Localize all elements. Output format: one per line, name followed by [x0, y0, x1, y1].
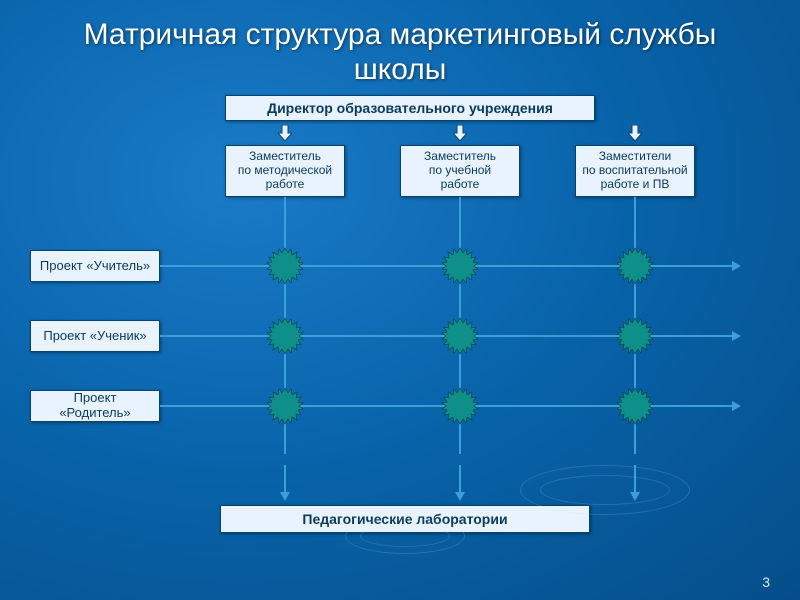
star-node-icon: [440, 316, 480, 356]
ripple-decoration: [540, 475, 670, 505]
deputy-study-box: Заместитель по учебной работе: [400, 145, 520, 197]
grid-line: [284, 465, 286, 492]
star-node-icon: [440, 246, 480, 286]
arrow-icon: [628, 125, 642, 141]
page-number: 3: [762, 574, 770, 590]
director-box: Директор образовательного учреждения: [225, 95, 595, 121]
deputy-method-box: Заместитель по методической работе: [225, 145, 345, 197]
slide-title: Матричная структура маркетинговый службы…: [0, 0, 800, 95]
project-student-box: Проект «Ученик»: [30, 320, 160, 352]
arrow-icon: [453, 125, 467, 141]
star-node-icon: [615, 246, 655, 286]
arrowhead-icon: [732, 261, 741, 271]
star-node-icon: [265, 386, 305, 426]
star-node-icon: [615, 316, 655, 356]
star-node-icon: [615, 386, 655, 426]
arrowhead-icon: [280, 492, 290, 501]
deputy-edu-box: Заместители по воспитательной работе и П…: [575, 145, 695, 197]
arrowhead-icon: [455, 492, 465, 501]
project-parent-box: Проект «Родитель»: [30, 390, 160, 422]
arrow-icon: [278, 125, 292, 141]
arrowhead-icon: [732, 331, 741, 341]
star-node-icon: [265, 246, 305, 286]
arrowhead-icon: [630, 492, 640, 501]
labs-box: Педагогические лаборатории: [220, 505, 590, 533]
project-teacher-box: Проект «Учитель»: [30, 250, 160, 282]
arrowhead-icon: [732, 401, 741, 411]
grid-line: [634, 465, 636, 492]
star-node-icon: [265, 316, 305, 356]
star-node-icon: [440, 386, 480, 426]
org-chart: Директор образовательного учреждения Зам…: [0, 95, 800, 585]
grid-line: [459, 465, 461, 492]
